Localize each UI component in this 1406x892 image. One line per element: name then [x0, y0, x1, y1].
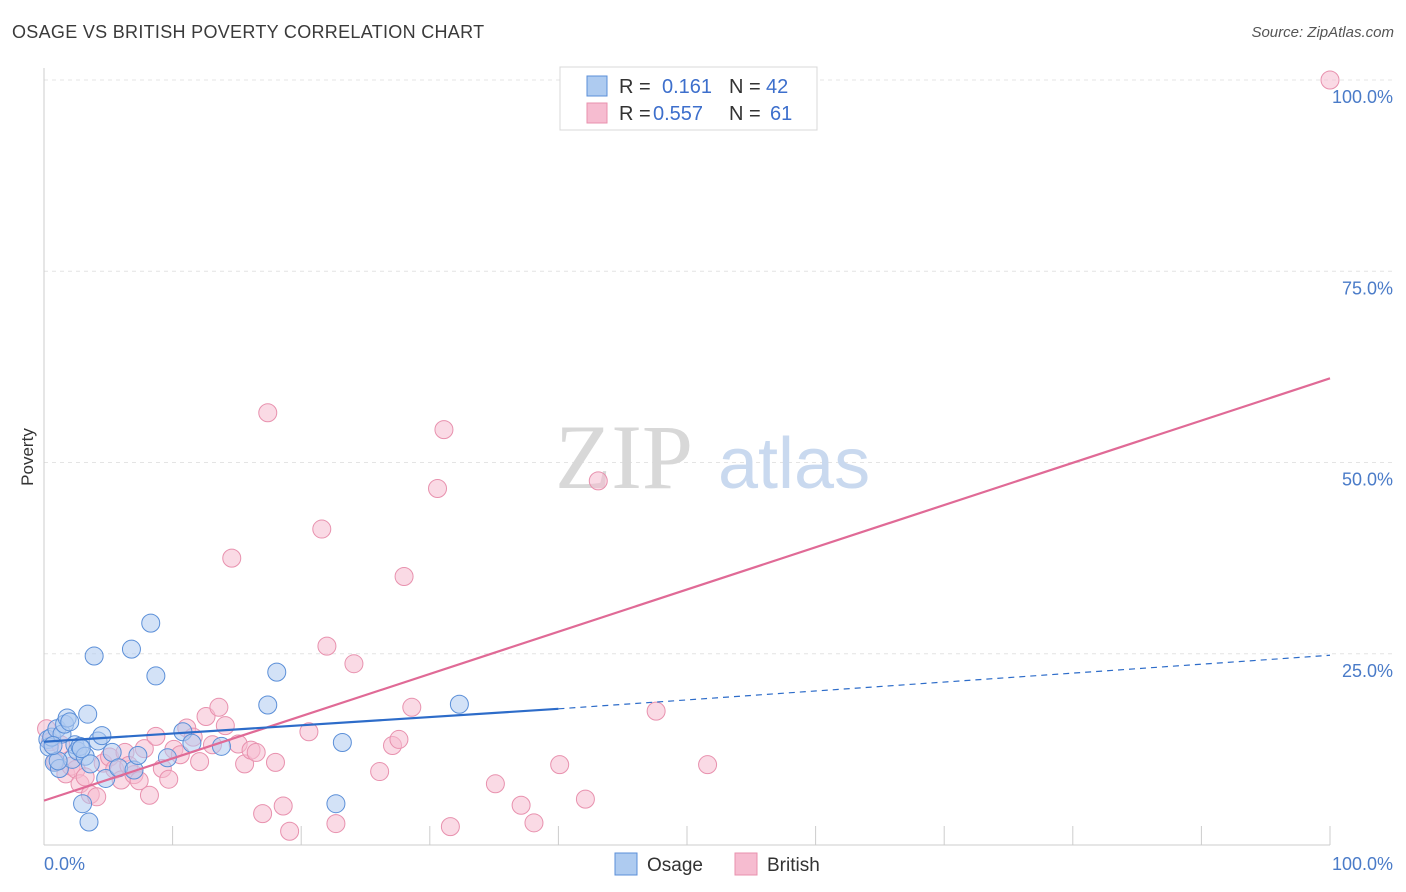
osage-point-38	[449, 694, 469, 714]
bottom-legend-british-swatch	[734, 852, 758, 876]
british-point-53	[428, 479, 448, 499]
british-point-37	[246, 742, 266, 762]
osage-point-28	[141, 613, 161, 633]
british-point-55	[440, 817, 460, 837]
british-point-38	[253, 804, 273, 824]
british-point-52	[402, 697, 422, 717]
british-point-28	[190, 752, 210, 772]
british-point-46	[326, 814, 346, 834]
british-trend-line	[43, 377, 1331, 802]
x-tick-label-1: 100.0%	[1332, 854, 1393, 874]
british-point-61	[588, 471, 608, 491]
british-point-51	[394, 566, 414, 586]
osage-point-14	[73, 794, 93, 814]
source-label: Source: ZipAtlas.com	[1251, 24, 1394, 41]
british-point-39	[258, 403, 278, 423]
osage-trend-line	[43, 707, 559, 743]
osage-point-9	[60, 712, 80, 732]
british-point-23	[159, 769, 179, 789]
british-point-59	[550, 755, 570, 775]
osage-point-25	[121, 639, 141, 659]
osage-point-35	[267, 662, 287, 682]
trend-lines	[43, 377, 1331, 802]
british-point-63	[698, 755, 718, 775]
british-point-33	[222, 548, 242, 568]
legend-british-swatch	[586, 102, 608, 124]
legend: R = 0.161 N = 42 R = 0.557 N = 61	[559, 66, 818, 131]
legend-british-n-value: 61	[770, 103, 792, 125]
osage-point-17	[79, 812, 99, 832]
british-point-47	[344, 654, 364, 674]
x-tick-label-0: 0.0%	[44, 854, 85, 874]
bottom-legend-osage-swatch	[614, 852, 638, 876]
british-point-45	[317, 636, 337, 656]
british-point-31	[209, 697, 229, 717]
osage-point-18	[80, 754, 100, 774]
british-point-44	[312, 519, 332, 539]
osage-point-21	[92, 726, 112, 746]
british-point-21	[146, 726, 166, 746]
british-point-40	[265, 752, 285, 772]
osage-trend-extension	[558, 654, 1331, 710]
legend-british-r-value: 0.557	[653, 103, 703, 125]
british-point-60	[575, 789, 595, 809]
chart-title: OSAGE VS BRITISH POVERTY CORRELATION CHA…	[12, 22, 485, 42]
british-point-48	[370, 762, 390, 782]
british-point-42	[280, 821, 300, 841]
legend-osage-n-value: 42	[766, 76, 788, 98]
watermark-zip: ZIP	[555, 406, 693, 508]
y-tick-label-2: 75.0%	[1342, 278, 1393, 298]
tick-labels: 25.0% 50.0% 75.0% 100.0% 0.0% 100.0%	[44, 87, 1393, 874]
bottom-legend-osage: Osage	[647, 855, 703, 876]
osage-point-40	[43, 736, 63, 756]
british-point-54	[434, 420, 454, 440]
british-point-56	[485, 774, 505, 794]
british-point-43	[299, 722, 319, 742]
y-axis-label: Poverty	[18, 428, 37, 486]
osage-point-29	[146, 666, 166, 686]
british-point-50	[389, 729, 409, 749]
british-point-32	[215, 716, 235, 736]
british-point-20	[139, 785, 159, 805]
legend-british-n-label: N =	[729, 103, 761, 125]
y-tick-label-3: 100.0%	[1332, 87, 1393, 107]
british-point-41	[273, 796, 293, 816]
gridlines	[44, 79, 1392, 655]
y-tick-label-1: 50.0%	[1342, 470, 1393, 490]
british-point-58	[524, 813, 544, 833]
bottom-legend: Osage British	[614, 852, 820, 876]
legend-osage-swatch	[586, 75, 608, 97]
osage-point-27	[128, 745, 148, 765]
osage-point-41	[71, 739, 91, 759]
osage-point-19	[84, 646, 104, 666]
osage-point-36	[326, 794, 346, 814]
axes	[43, 68, 1331, 846]
watermark: ZIP atlas	[555, 406, 870, 508]
british-point-64	[1320, 70, 1340, 90]
osage-point-16	[78, 704, 98, 724]
y-tick-label-0: 25.0%	[1342, 661, 1393, 681]
legend-osage-n-label: N =	[729, 76, 761, 98]
british-point-62	[646, 701, 666, 721]
legend-british-r-label: R =	[619, 103, 651, 125]
osage-point-34	[258, 695, 278, 715]
watermark-atlas: atlas	[718, 424, 870, 504]
osage-points	[38, 613, 469, 832]
legend-osage-r-value: 0.161	[662, 76, 712, 98]
bottom-legend-british: British	[767, 855, 820, 876]
british-point-57	[511, 795, 531, 815]
osage-point-37	[332, 732, 352, 752]
british-point-29	[196, 706, 216, 726]
legend-osage-r-label: R =	[619, 76, 651, 98]
